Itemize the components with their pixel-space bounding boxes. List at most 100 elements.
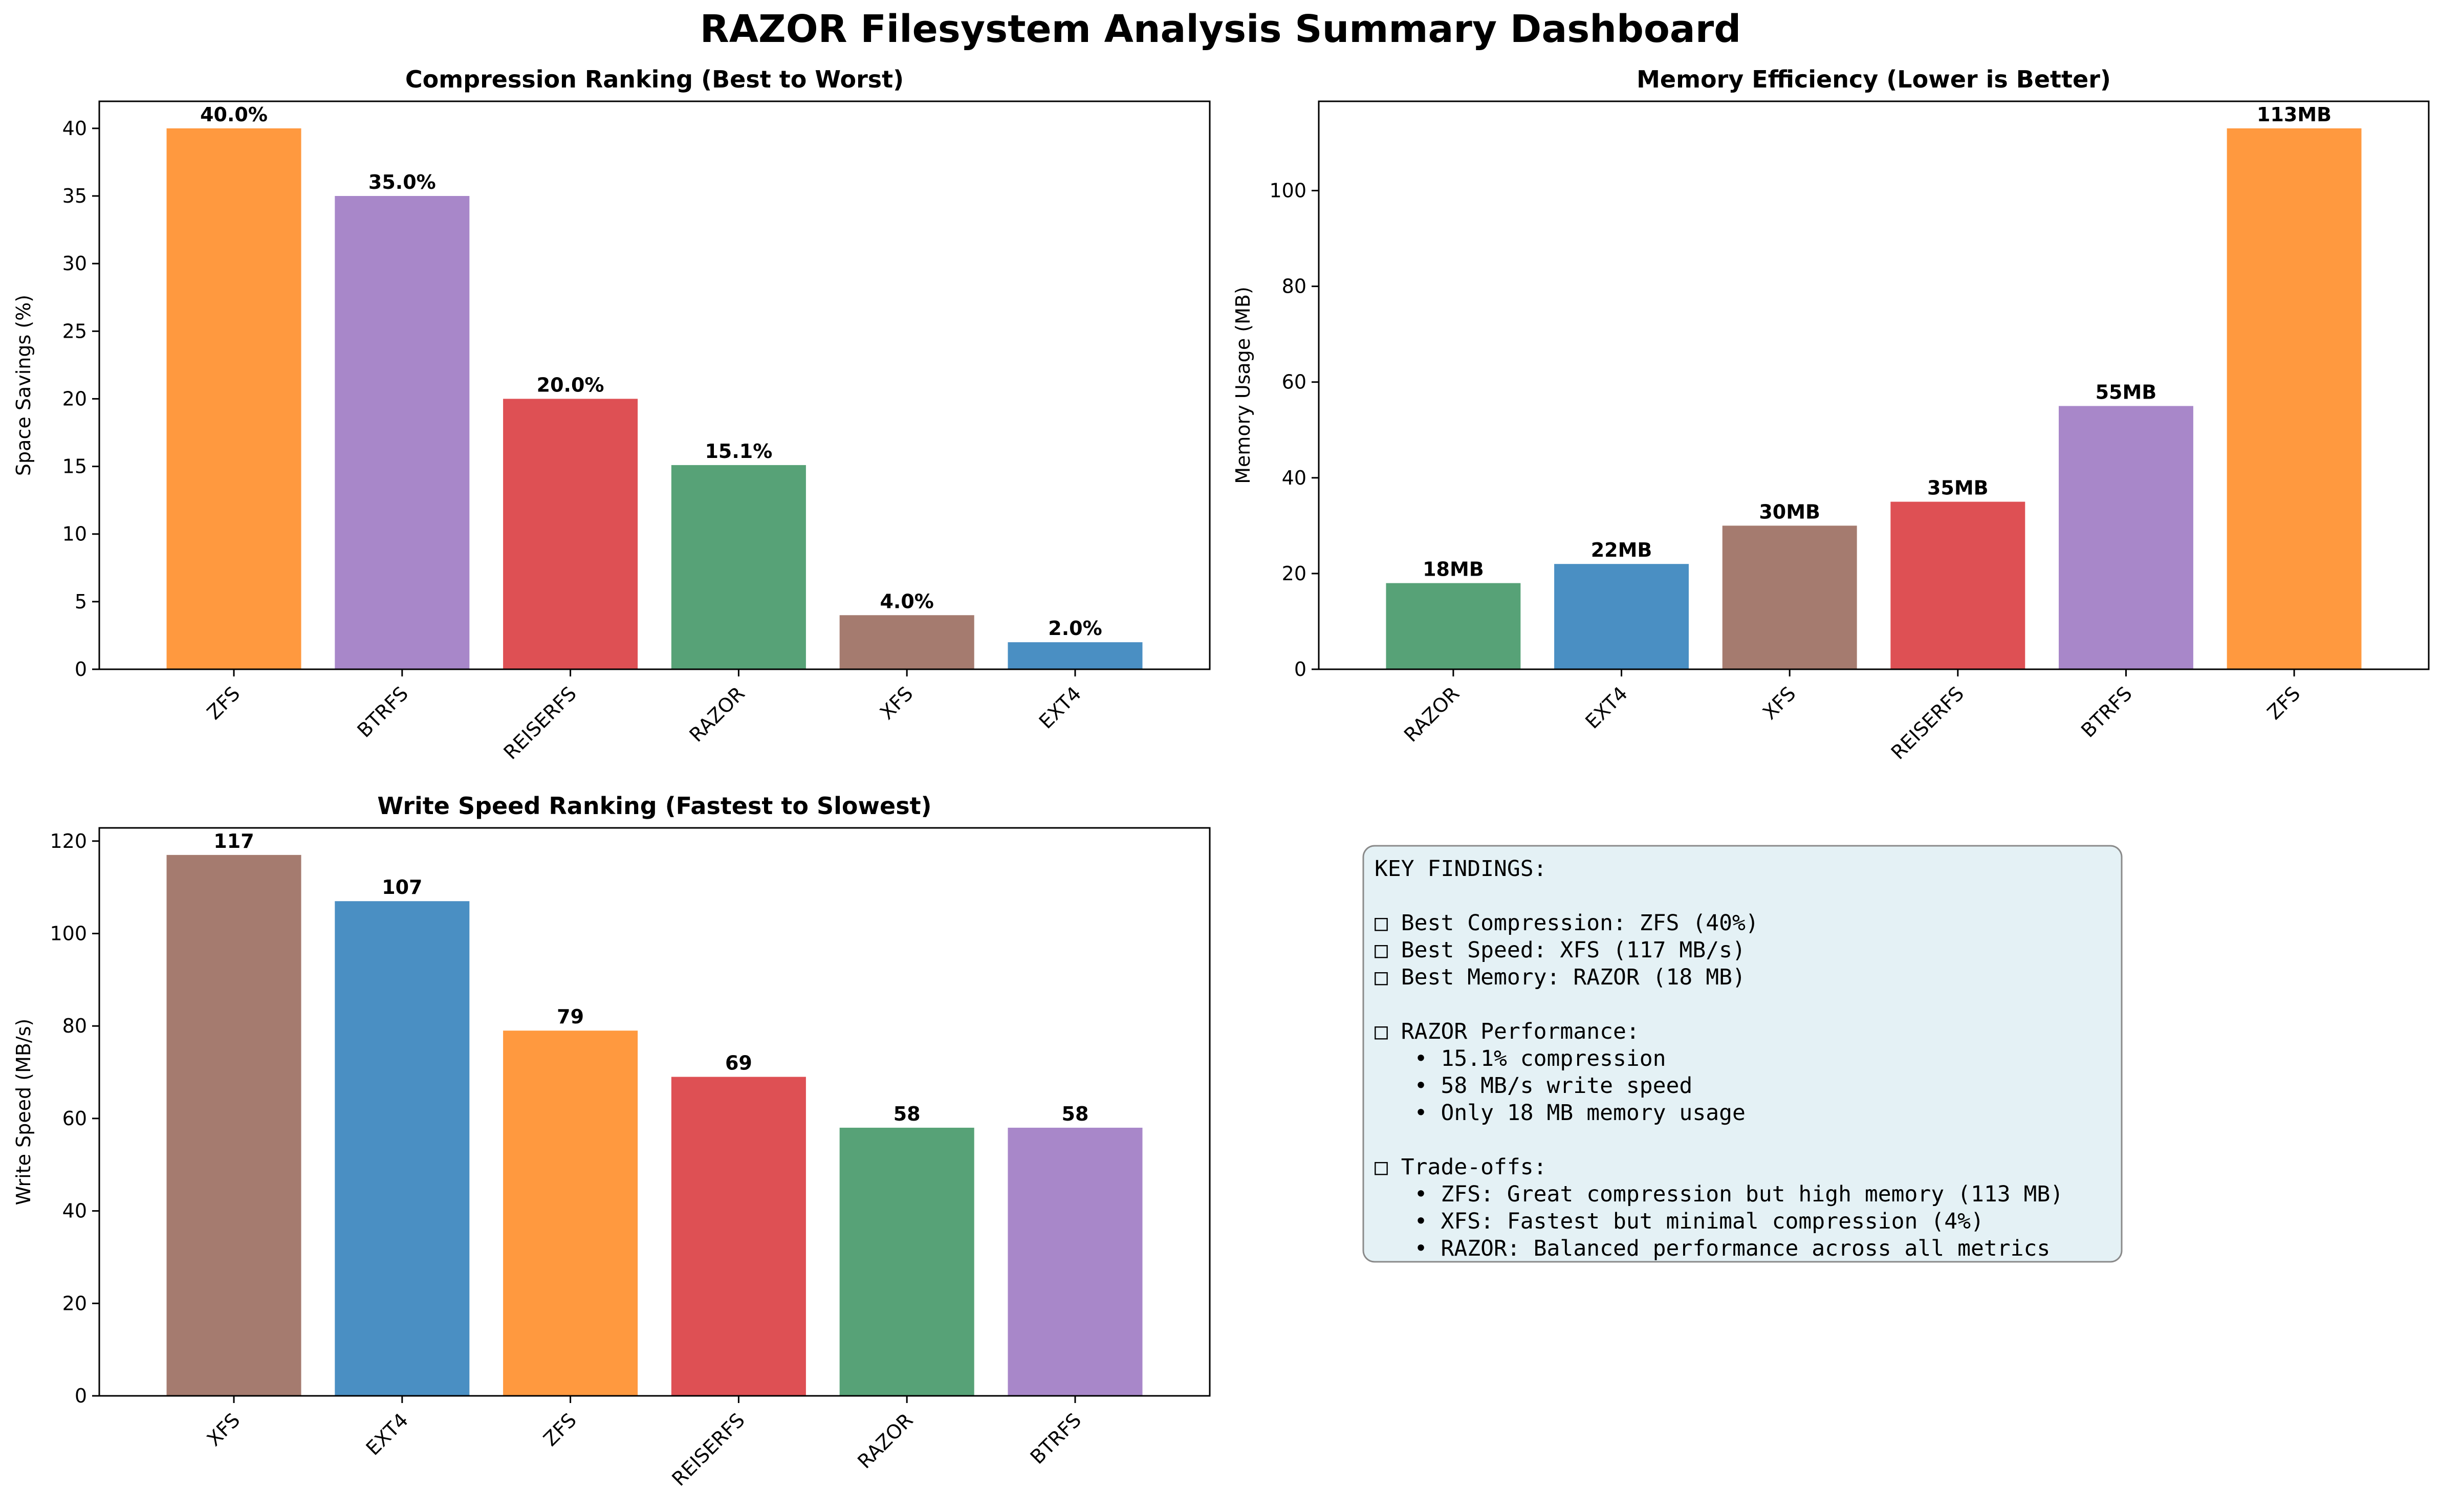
dashboard-title: RAZOR Filesystem Analysis Summary Dashbo… <box>700 7 1741 51</box>
y-tick-label: 0 <box>75 1385 87 1407</box>
y-tick-label: 10 <box>62 523 87 545</box>
bar-value-label: 15.1% <box>705 440 772 463</box>
bar-xfs <box>166 854 301 1396</box>
finding-line: • RAZOR: Balanced performance across all… <box>1375 1236 2050 1261</box>
y-tick-label: 20 <box>1282 562 1306 585</box>
bar-value-label: 22MB <box>1591 539 1652 561</box>
y-tick-label: 15 <box>62 455 87 478</box>
bar-value-label: 58 <box>1062 1103 1089 1125</box>
y-tick-label: 35 <box>62 185 87 207</box>
bar-btrfs <box>335 196 470 669</box>
y-tick-label: 5 <box>75 590 87 613</box>
bar-value-label: 2.0% <box>1048 617 1102 640</box>
compression-plot-frame <box>98 100 1211 670</box>
bar-zfs <box>166 128 301 669</box>
bar-xfs <box>839 615 974 669</box>
y-tick-label: 120 <box>50 830 87 852</box>
bar-reiserfs <box>671 1077 806 1396</box>
x-tick-label: RAZOR <box>1400 682 1464 746</box>
x-tick-label: EXT4 <box>362 1409 413 1460</box>
key-findings-box <box>1362 845 2123 1263</box>
x-tick-label: REISERFS <box>1887 682 1968 763</box>
memory-y-axis-label: Memory Usage (MB) <box>1232 287 1254 484</box>
y-tick-label: 40 <box>1282 467 1306 489</box>
write-speed-chart-title: Write Speed Ranking (Fastest to Slowest) <box>377 792 931 820</box>
bar-value-label: 58 <box>893 1103 921 1125</box>
y-tick-label: 100 <box>1269 179 1306 202</box>
y-tick-label: 80 <box>1282 275 1306 298</box>
finding-line: • ZFS: Great compression but high memory… <box>1375 1181 2063 1207</box>
x-tick-label: ZFS <box>203 682 245 724</box>
x-tick-label: EXT4 <box>1035 682 1086 733</box>
bar-value-label: 113MB <box>2257 103 2331 126</box>
x-tick-label: REISERFS <box>499 682 581 763</box>
x-tick-label: RAZOR <box>853 1409 917 1473</box>
y-tick-label: 0 <box>75 658 87 681</box>
y-tick-label: 20 <box>62 1292 87 1314</box>
y-tick-label: 100 <box>50 922 87 945</box>
x-tick-label: BTRFS <box>2077 682 2137 742</box>
y-tick-label: 25 <box>62 320 87 342</box>
bar-btrfs <box>2059 406 2193 669</box>
bar-ext4 <box>335 901 470 1396</box>
bar-btrfs <box>1008 1127 1143 1396</box>
bar-value-label: 107 <box>382 876 422 899</box>
x-tick-label: XFS <box>1758 682 1800 724</box>
bar-razor <box>1386 583 1521 669</box>
bar-zfs <box>503 1031 638 1396</box>
x-tick-label: BTRFS <box>353 682 413 742</box>
x-tick-label: ZFS <box>2263 682 2305 724</box>
finding-line: □ RAZOR Performance: <box>1375 1019 1640 1044</box>
y-tick-label: 60 <box>62 1107 87 1130</box>
finding-line: □ Best Memory: RAZOR (18 MB) <box>1375 965 1746 990</box>
memory-plot-frame <box>1318 100 2430 670</box>
bar-value-label: 18MB <box>1423 558 1484 581</box>
key-findings-panel: KEY FINDINGS: □ Best Compression: ZFS (40… <box>1362 845 2123 1263</box>
y-tick-label: 30 <box>62 252 87 275</box>
y-tick-label: 20 <box>62 387 87 410</box>
compression-y-axis-label: Space Savings (%) <box>12 295 35 476</box>
bar-razor <box>839 1127 974 1396</box>
bar-ext4 <box>1554 564 1689 669</box>
bar-value-label: 79 <box>557 1005 584 1028</box>
bar-value-label: 117 <box>213 830 254 852</box>
x-tick-label: REISERFS <box>667 1409 749 1490</box>
bar-value-label: 30MB <box>1759 500 1820 523</box>
write-speed-plot-frame <box>98 827 1211 1397</box>
bar-value-label: 4.0% <box>880 590 933 612</box>
x-tick-label: EXT4 <box>1581 682 1632 733</box>
key-findings-text: KEY FINDINGS: □ Best Compression: ZFS (40… <box>1375 856 2063 1261</box>
finding-line: • 58 MB/s write speed <box>1375 1073 1692 1099</box>
finding-line: □ Best Speed: XFS (117 MB/s) <box>1375 937 1746 963</box>
x-tick-label: ZFS <box>539 1409 581 1451</box>
bar-zfs <box>2227 128 2362 669</box>
bar-ext4 <box>1008 642 1143 669</box>
memory-chart-title: Memory Efficiency (Lower is Better) <box>1637 65 2111 93</box>
x-tick-label: XFS <box>876 682 918 724</box>
y-tick-label: 40 <box>62 117 87 140</box>
y-tick-label: 80 <box>62 1015 87 1037</box>
bar-value-label: 55MB <box>2096 381 2157 403</box>
finding-line: □ Best Compression: ZFS (40%) <box>1375 910 1759 936</box>
memory-chart: Memory Efficiency (Lower is Better) Memor… <box>1232 65 2430 764</box>
write-speed-chart: Write Speed Ranking (Fastest to Slowest)… <box>12 792 1211 1491</box>
bar-razor <box>671 465 806 669</box>
y-tick-label: 0 <box>1294 658 1306 681</box>
finding-line: KEY FINDINGS: <box>1375 856 1547 882</box>
y-tick-label: 40 <box>62 1200 87 1222</box>
finding-line: □ Trade-offs: <box>1375 1154 1547 1180</box>
x-tick-label: BTRFS <box>1026 1409 1086 1469</box>
bar-value-label: 69 <box>725 1052 752 1075</box>
finding-line: • XFS: Fastest but minimal compression (… <box>1375 1209 1984 1234</box>
finding-line: • 15.1% compression <box>1375 1046 1666 1071</box>
compression-chart-title: Compression Ranking (Best to Worst) <box>405 65 904 93</box>
write-speed-y-axis-label: Write Speed (MB/s) <box>12 1019 35 1206</box>
bar-reiserfs <box>503 399 638 669</box>
bar-value-label: 40.0% <box>200 103 268 126</box>
x-tick-label: XFS <box>203 1409 245 1451</box>
x-tick-label: RAZOR <box>685 682 749 746</box>
bar-xfs <box>1722 525 1857 669</box>
finding-line: • Only 18 MB memory usage <box>1375 1100 1746 1126</box>
bar-value-label: 35.0% <box>368 171 436 193</box>
